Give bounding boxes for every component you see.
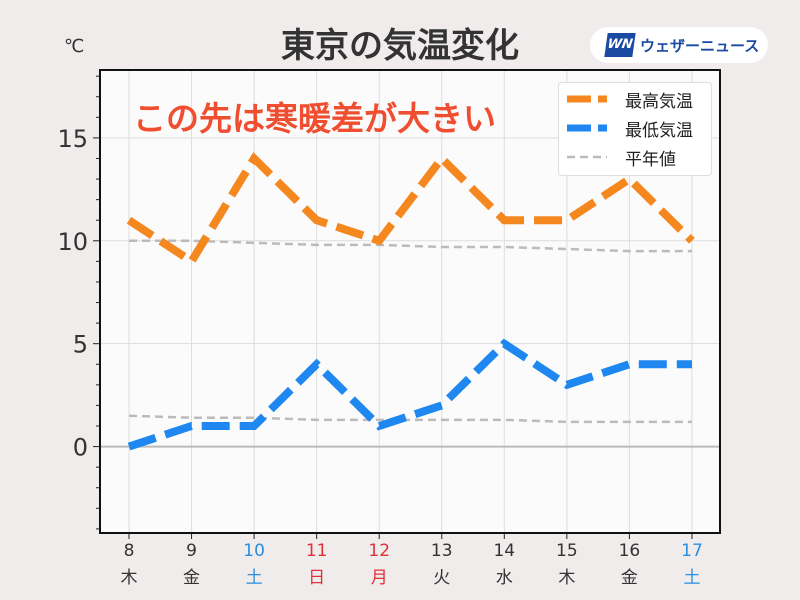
annotation: この先は寒暖差が大きい [133,99,496,138]
x-tick-label-weekday: 水 [496,568,513,588]
legend-swatch-min [567,124,607,132]
legend-label: 平年値 [625,149,676,170]
weathernews-logo: WN ウェザーニュース [590,27,768,63]
x-tick-label-weekday: 土 [246,568,263,588]
x-tick-label-day: 8 [124,541,135,561]
max-temp-line [126,152,695,267]
chart-title: 東京の気温変化 [281,26,519,66]
y-tick-label: 10 [57,228,88,256]
min-temp-line [127,338,692,451]
normal-temp-line [129,239,692,253]
legend-item-max: 最高気温 [567,87,693,112]
x-tick-label-day: 17 [681,541,703,561]
x-tick-label-day: 11 [306,541,328,561]
x-tick-label-weekday: 木 [121,568,138,588]
x-tick-label-weekday: 金 [183,568,200,588]
x-tick-label-weekday: 土 [683,568,700,588]
y-tick-label: 0 [73,434,88,462]
legend-label: 最低気温 [625,120,693,141]
y-axis-unit: ℃ [64,36,85,57]
x-tick-label-day: 10 [243,541,265,561]
logo-text: ウェザーニュース [640,37,760,55]
legend-swatch-normal [567,155,607,159]
legend-item-normal: 平年値 [567,145,676,170]
x-tick-label-weekday: 火 [433,568,450,588]
x-tick-label-day: 12 [368,541,390,561]
x-tick-label-day: 13 [431,541,453,561]
legend-label: 最高気温 [625,91,693,112]
x-tick-label-day: 15 [556,541,578,561]
plot-frame [99,69,721,534]
x-tick-label-weekday: 木 [558,568,575,588]
legend: 最高気温 最低気温 平年値 [558,82,712,176]
x-tick-label-weekday: 月 [371,568,388,588]
y-tick-label: 5 [73,331,88,359]
x-tick-label-day: 16 [619,541,641,561]
y-tick-label: 15 [57,125,88,153]
x-tick-label-day: 9 [186,541,197,561]
legend-item-min: 最低気温 [567,116,693,141]
x-tick-label-day: 14 [493,541,515,561]
legend-swatch-max [567,95,607,103]
x-tick-label-weekday: 金 [621,568,638,588]
normal-temp-line [128,414,692,424]
x-tick-label-weekday: 日 [308,568,325,588]
